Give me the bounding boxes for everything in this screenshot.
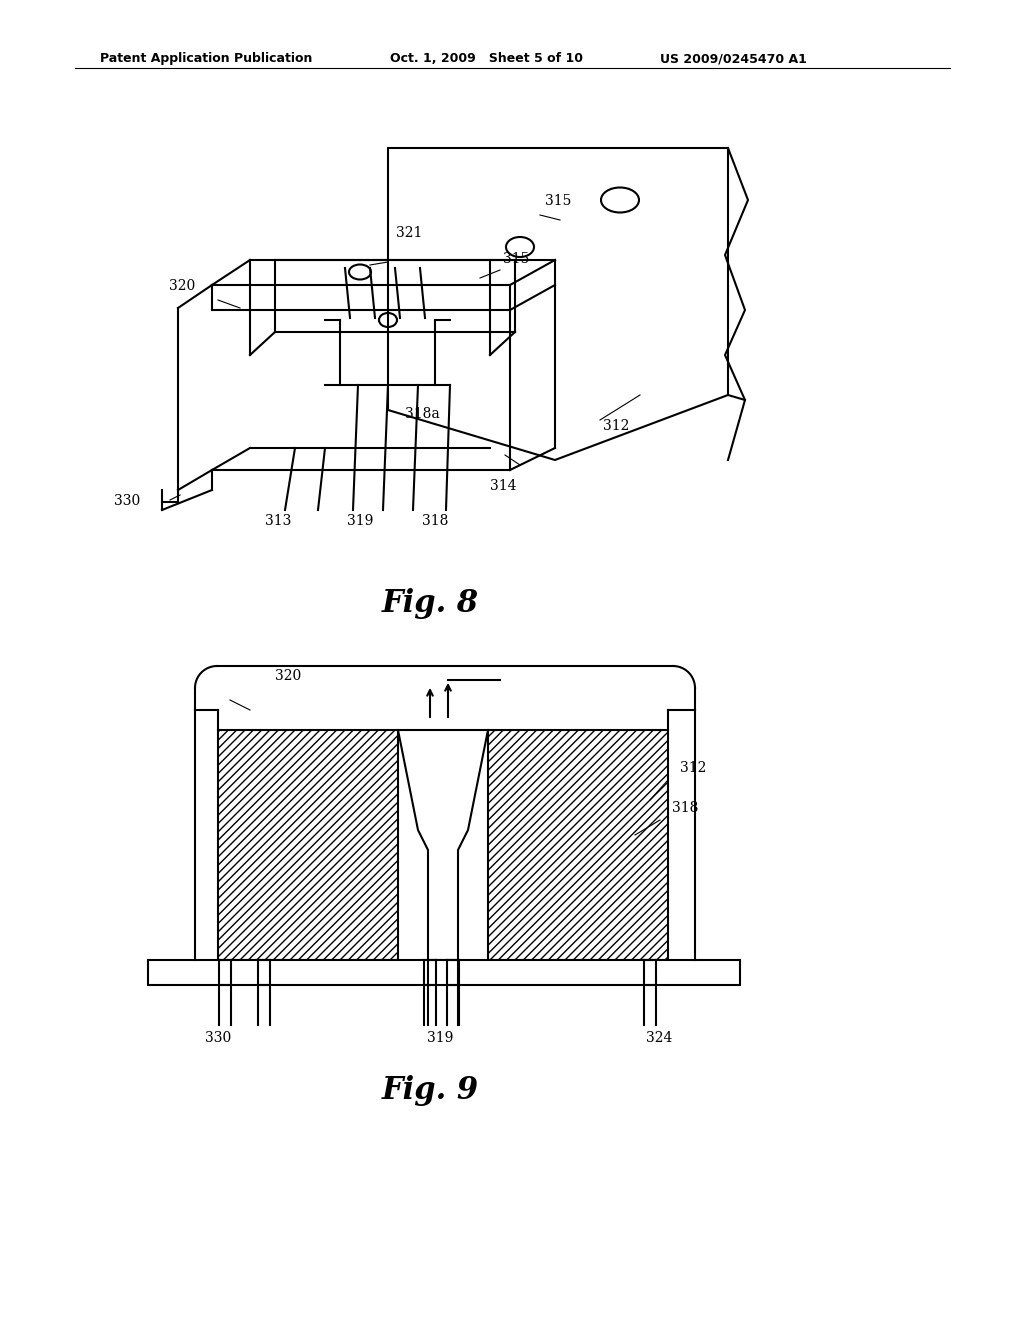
Text: 312: 312 — [680, 762, 707, 775]
Text: 315: 315 — [545, 194, 571, 209]
Polygon shape — [148, 960, 740, 985]
Text: Fig. 9: Fig. 9 — [381, 1074, 478, 1106]
Text: 315: 315 — [503, 252, 529, 267]
Text: Fig. 8: Fig. 8 — [381, 587, 478, 619]
Text: 318: 318 — [422, 513, 449, 528]
Text: 319: 319 — [347, 513, 373, 528]
Text: 313: 313 — [265, 513, 291, 528]
Text: 321: 321 — [396, 226, 422, 240]
Text: 314: 314 — [490, 479, 516, 492]
Text: US 2009/0245470 A1: US 2009/0245470 A1 — [660, 51, 807, 65]
Text: Patent Application Publication: Patent Application Publication — [100, 51, 312, 65]
Text: Oct. 1, 2009   Sheet 5 of 10: Oct. 1, 2009 Sheet 5 of 10 — [390, 51, 583, 65]
Text: 324: 324 — [646, 1031, 673, 1045]
Text: 330: 330 — [114, 494, 140, 508]
Polygon shape — [218, 730, 398, 960]
Text: 320: 320 — [274, 669, 301, 682]
Polygon shape — [488, 730, 668, 960]
Polygon shape — [398, 730, 488, 960]
Text: 318a: 318a — [406, 407, 439, 421]
Text: 319: 319 — [427, 1031, 454, 1045]
Text: 312: 312 — [603, 418, 630, 433]
Text: 318: 318 — [672, 801, 698, 814]
Text: 320: 320 — [169, 279, 195, 293]
Text: 330: 330 — [205, 1031, 231, 1045]
